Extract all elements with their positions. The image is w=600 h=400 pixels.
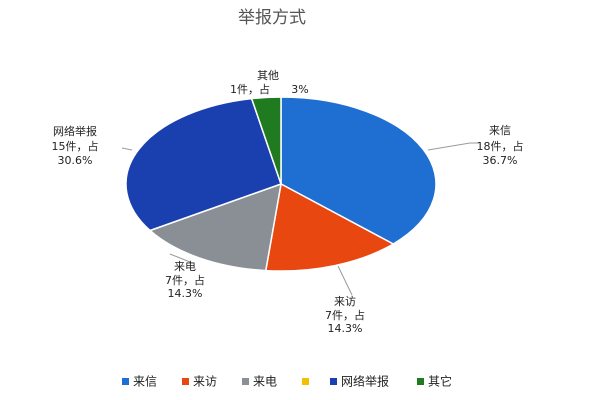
legend-swatch bbox=[302, 378, 309, 385]
count-label: 18件，占 bbox=[477, 139, 524, 153]
legend-label: 网络举报 bbox=[341, 374, 389, 389]
leader-line bbox=[169, 253, 191, 263]
pie-slice bbox=[264, 182, 395, 272]
leader-lines bbox=[121, 142, 478, 296]
leader-line bbox=[121, 147, 133, 151]
pie-slice bbox=[125, 97, 282, 232]
legend-swatch bbox=[182, 378, 189, 385]
pie-slice bbox=[280, 96, 437, 245]
slice-name: 网络举报 bbox=[53, 124, 97, 138]
legend-swatch bbox=[242, 378, 249, 385]
value-label: 14.3% bbox=[168, 287, 203, 300]
pie-slice bbox=[250, 96, 282, 185]
legend-swatch bbox=[330, 378, 337, 385]
legend-swatch bbox=[122, 378, 129, 385]
legend-label: 来信 bbox=[133, 375, 157, 389]
slice-name: 其他 bbox=[257, 69, 279, 82]
count-label: 15件，占 bbox=[52, 139, 99, 153]
legend-label: 其它 bbox=[428, 374, 452, 389]
value-label: 36.7% bbox=[483, 154, 518, 167]
legend-label: 来访 bbox=[193, 375, 217, 389]
legend-label: 来电 bbox=[253, 375, 277, 389]
count-label: 7件，占 bbox=[325, 308, 365, 322]
value-label: 30.6% bbox=[58, 154, 93, 167]
leader-line bbox=[427, 142, 478, 151]
legend-swatch bbox=[417, 378, 424, 385]
count-label: 1件，占 bbox=[230, 82, 270, 96]
pie-slice bbox=[148, 182, 282, 272]
chart-title: 举报方式 bbox=[238, 8, 306, 28]
value-label: 14.3% bbox=[328, 322, 363, 335]
slice-name: 来电 bbox=[174, 260, 196, 273]
value-label: 3% bbox=[291, 83, 308, 96]
slice-name: 来信 bbox=[489, 124, 511, 137]
count-label: 7件，占 bbox=[165, 273, 205, 287]
slice-name: 来访 bbox=[334, 295, 356, 308]
leader-line bbox=[337, 265, 353, 296]
